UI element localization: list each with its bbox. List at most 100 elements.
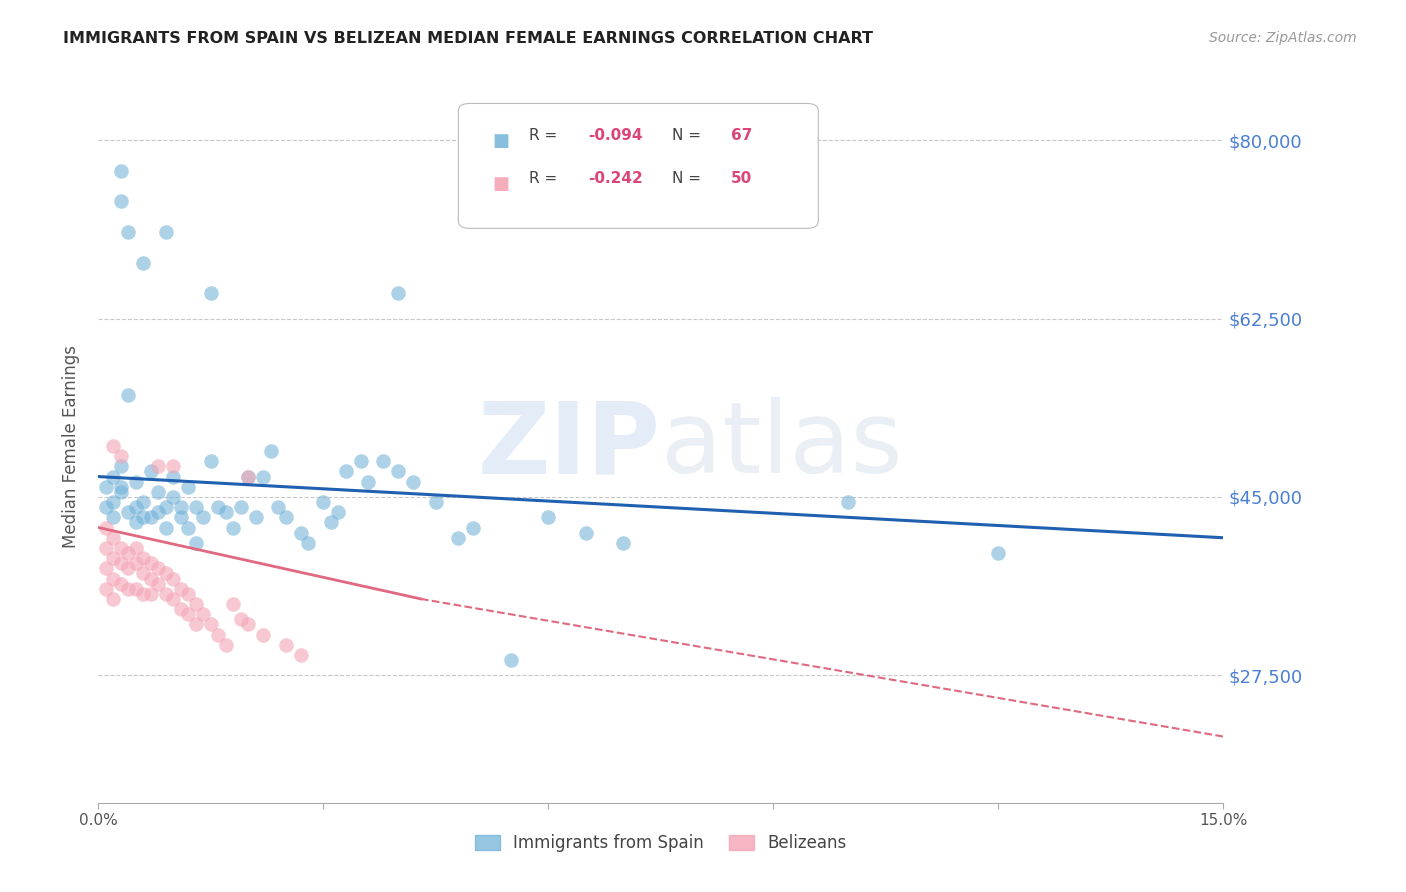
Point	[252, 627, 274, 641]
Text: 50: 50	[731, 171, 752, 186]
Point	[215, 505, 238, 519]
Point	[463, 520, 485, 534]
Point	[155, 587, 177, 601]
Point	[125, 500, 148, 515]
Text: R =: R =	[529, 171, 562, 186]
Point	[110, 449, 132, 463]
Point	[229, 500, 252, 515]
Point	[117, 561, 139, 575]
Point	[222, 597, 245, 611]
Point	[132, 587, 155, 601]
Point	[222, 520, 245, 534]
Point	[200, 617, 222, 632]
Point	[238, 469, 260, 483]
Text: ■: ■	[492, 175, 509, 193]
Point	[125, 541, 148, 555]
Point	[207, 627, 229, 641]
Point	[155, 520, 177, 534]
Point	[148, 576, 170, 591]
Point	[357, 475, 380, 489]
Point	[170, 510, 193, 524]
Point	[177, 587, 200, 601]
Point	[117, 225, 139, 239]
Point	[177, 607, 200, 622]
Point	[177, 480, 200, 494]
Point	[155, 566, 177, 581]
Point	[132, 566, 155, 581]
Text: Source: ZipAtlas.com: Source: ZipAtlas.com	[1209, 31, 1357, 45]
Point	[139, 556, 162, 570]
Point	[125, 475, 148, 489]
Point	[260, 444, 283, 458]
Point	[139, 465, 162, 479]
Point	[110, 541, 132, 555]
Point	[837, 495, 859, 509]
Point	[297, 536, 319, 550]
Point	[94, 582, 117, 596]
Point	[148, 459, 170, 474]
Point	[170, 500, 193, 515]
Point	[162, 591, 184, 606]
Point	[290, 648, 312, 662]
Y-axis label: Median Female Earnings: Median Female Earnings	[62, 344, 80, 548]
Point	[200, 286, 222, 301]
Point	[238, 469, 260, 483]
Point	[125, 516, 148, 530]
Point	[132, 495, 155, 509]
Point	[312, 495, 335, 509]
Point	[110, 556, 132, 570]
Point	[162, 469, 184, 483]
Point	[274, 638, 297, 652]
Point	[117, 388, 139, 402]
Point	[103, 439, 125, 453]
Point	[132, 510, 155, 524]
Point	[132, 255, 155, 269]
Text: 67: 67	[731, 128, 752, 144]
Point	[350, 454, 373, 468]
Point	[193, 510, 215, 524]
Point	[612, 536, 634, 550]
Point	[110, 459, 132, 474]
Text: N =: N =	[672, 171, 706, 186]
Point	[267, 500, 290, 515]
Point	[125, 556, 148, 570]
Point	[132, 551, 155, 566]
Point	[184, 617, 207, 632]
Point	[94, 520, 117, 534]
Text: -0.242: -0.242	[588, 171, 643, 186]
Point	[184, 500, 207, 515]
Point	[245, 510, 267, 524]
Point	[229, 612, 252, 626]
Point	[162, 490, 184, 504]
Text: IMMIGRANTS FROM SPAIN VS BELIZEAN MEDIAN FEMALE EARNINGS CORRELATION CHART: IMMIGRANTS FROM SPAIN VS BELIZEAN MEDIAN…	[63, 31, 873, 46]
Text: N =: N =	[672, 128, 706, 144]
Point	[238, 617, 260, 632]
Legend: Immigrants from Spain, Belizeans: Immigrants from Spain, Belizeans	[468, 828, 853, 859]
Point	[117, 582, 139, 596]
Point	[987, 546, 1010, 560]
Point	[94, 561, 117, 575]
Point	[117, 546, 139, 560]
Point	[447, 531, 470, 545]
Point	[177, 520, 200, 534]
Text: ZIP: ZIP	[478, 398, 661, 494]
Point	[103, 469, 125, 483]
FancyBboxPatch shape	[458, 103, 818, 228]
Point	[103, 510, 125, 524]
Point	[103, 591, 125, 606]
Point	[117, 505, 139, 519]
Point	[162, 459, 184, 474]
Point	[184, 536, 207, 550]
Point	[94, 541, 117, 555]
Point	[328, 505, 350, 519]
Point	[139, 572, 162, 586]
Point	[274, 510, 297, 524]
Point	[207, 500, 229, 515]
Point	[387, 465, 409, 479]
Point	[537, 510, 560, 524]
Point	[402, 475, 425, 489]
Point	[215, 638, 238, 652]
Point	[155, 500, 177, 515]
Point	[387, 286, 409, 301]
Point	[184, 597, 207, 611]
